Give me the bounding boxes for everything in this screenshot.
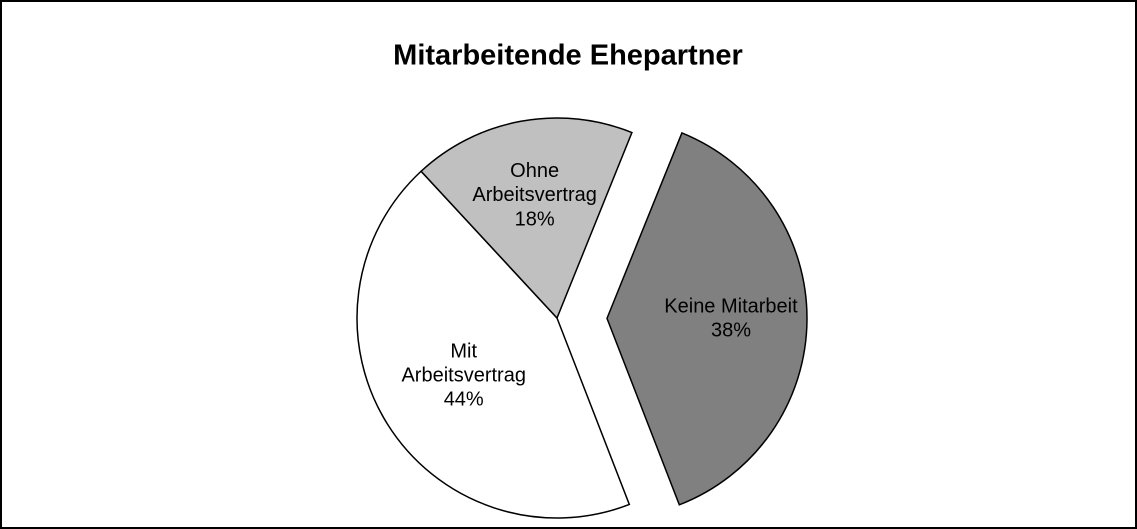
- slice-value-label: 44%: [444, 389, 484, 411]
- slice-label: Mit Arbeitsvertrag: [401, 341, 526, 387]
- slice-label-line: Arbeitsvertrag: [401, 365, 526, 387]
- slice-label-line: Ohne: [510, 160, 559, 182]
- pie-slice: [356, 170, 631, 519]
- pie-slice: [606, 131, 808, 506]
- slice-label-line: Arbeitsvertrag: [472, 184, 597, 206]
- slice-value-label: 38%: [711, 319, 751, 341]
- chart-title: Mitarbeitende Ehepartner: [393, 40, 743, 72]
- slice-label: Ohne Arbeitsvertrag: [472, 160, 597, 206]
- slice-label: Keine Mitarbeit: [664, 295, 798, 317]
- slice-label-line: Mit: [450, 341, 477, 363]
- pie-slice: [420, 117, 633, 320]
- slice-value-label: 18%: [515, 208, 555, 230]
